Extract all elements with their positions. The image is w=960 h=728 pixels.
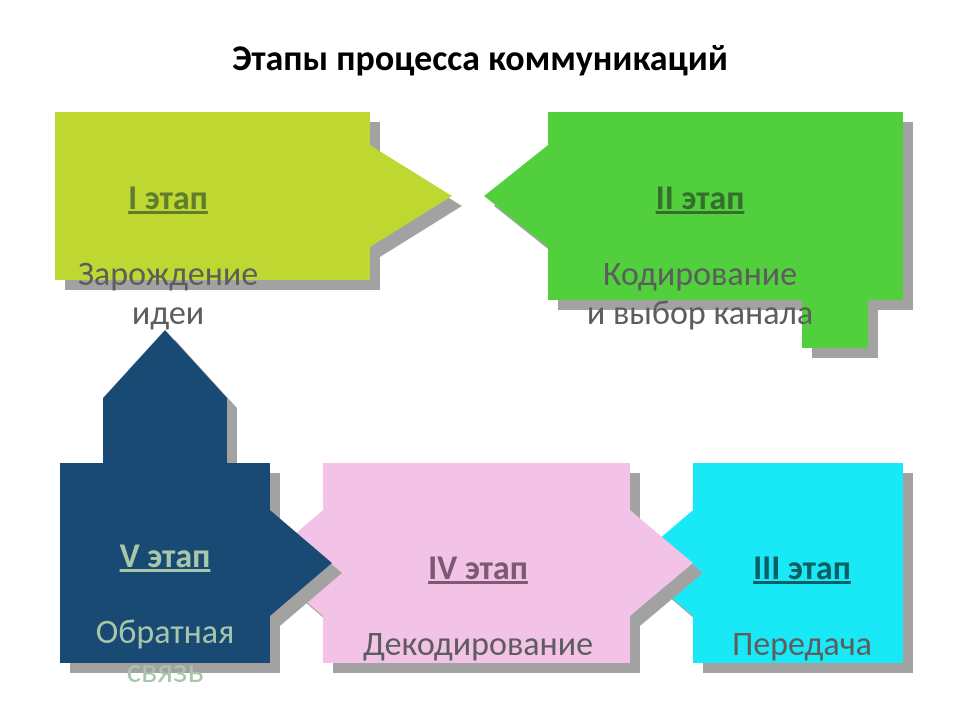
stage-3-label: III этап Передача — [702, 512, 902, 701]
stage-2-label: II этап Кодирование и выбор канала — [550, 142, 850, 370]
stage-2-title: II этап — [550, 179, 850, 218]
stage-4-label: IV этап Декодирование — [328, 512, 628, 701]
stage-1-label: I этап Зарождение идеи — [38, 142, 298, 370]
stage-3-title: III этап — [702, 549, 902, 588]
stage-5-body: Обратная связь — [65, 613, 265, 691]
stage-3-body: Передача — [702, 625, 902, 664]
stage-5-label: V этап Обратная связь — [65, 500, 265, 728]
stage-1-title: I этап — [38, 179, 298, 218]
stage-4-title: IV этап — [328, 549, 628, 588]
stage-5-title: V этап — [65, 537, 265, 576]
stage-1-body: Зарождение идеи — [38, 255, 298, 333]
stage-2-body: Кодирование и выбор канала — [550, 255, 850, 333]
stage-4-body: Декодирование — [328, 625, 628, 664]
